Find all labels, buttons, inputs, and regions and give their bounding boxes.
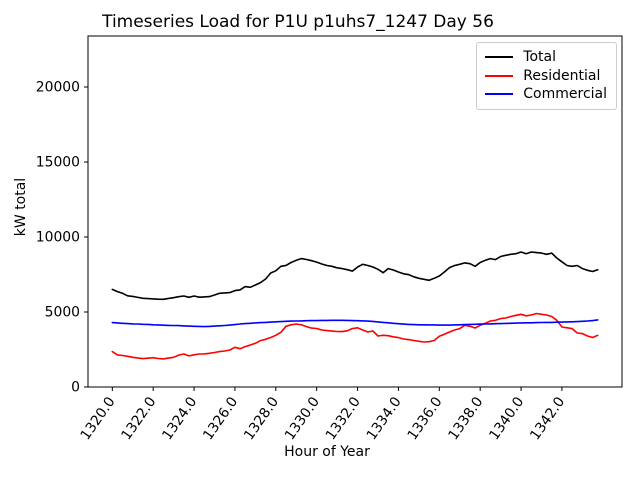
x-tick-label: 1322.0 <box>118 394 159 443</box>
legend-label: Total <box>523 49 556 66</box>
legend: Total Residential Commercial <box>476 42 617 110</box>
series-line-residential <box>111 312 599 360</box>
x-tick-label: 1330.0 <box>282 394 323 443</box>
series-line-commercial <box>111 319 599 328</box>
legend-line-swatch <box>485 93 514 96</box>
y-tick-label: 10000 <box>36 230 80 246</box>
series-line-total <box>111 251 599 301</box>
y-tick-label: 5000 <box>45 305 80 321</box>
x-tick-label: 1332.0 <box>323 394 364 443</box>
x-tick-label: 1342.0 <box>527 394 568 443</box>
y-tick-label: 15000 <box>36 155 80 171</box>
x-tick-label: 1340.0 <box>486 394 527 443</box>
legend-entry: Residential <box>485 67 607 86</box>
x-tick-label: 1328.0 <box>241 394 282 443</box>
chart-title: Timeseries Load for P1U p1uhs7_1247 Day … <box>102 12 494 32</box>
y-tick-label: 0 <box>71 380 80 396</box>
y-tick-label: 20000 <box>36 80 80 96</box>
x-tick-label: 1320.0 <box>78 394 119 443</box>
legend-entry: Commercial <box>485 85 607 104</box>
x-tick-label: 1334.0 <box>364 394 405 443</box>
legend-line-swatch <box>485 56 514 59</box>
legend-line-swatch <box>485 74 514 77</box>
x-tick-label: 1326.0 <box>200 394 241 443</box>
legend-entry: Total <box>485 48 607 67</box>
x-tick-label: 1336.0 <box>405 394 446 443</box>
x-axis-label: Hour of Year <box>284 444 370 460</box>
legend-label: Residential <box>523 67 601 84</box>
legend-label: Commercial <box>523 86 607 103</box>
x-tick-label: 1338.0 <box>445 394 486 443</box>
axes-frame <box>87 35 623 388</box>
x-tick-label: 1324.0 <box>159 394 200 443</box>
